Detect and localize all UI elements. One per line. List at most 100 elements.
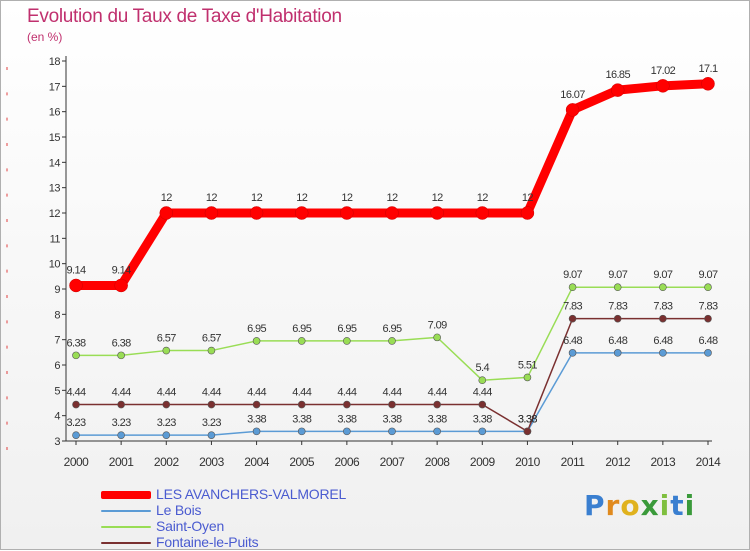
data-point [117,400,125,409]
x-tick-label: 2002 [154,455,180,469]
data-point [433,333,441,342]
data-point [388,400,396,409]
data-point [610,83,625,97]
data-label: 6.95 [292,323,311,335]
x-tick-label: 2011 [561,455,586,469]
data-point [656,79,670,93]
data-label: 16.07 [560,89,585,101]
data-label: 4.44 [292,387,311,399]
logo-letter: i [659,489,671,522]
legend-item: Le Bois [101,502,431,519]
data-label: 12 [386,192,398,204]
legend-item: Fontaine-le-Puits [101,534,431,551]
y-tick-label: 12 [49,208,61,220]
data-label: 3.38 [473,413,492,425]
data-point [701,77,715,91]
data-point [385,206,399,220]
y-tick-label: 4 [54,411,60,423]
y-tick-label: 13 [49,183,61,195]
y-tick-label: 7 [54,335,60,347]
data-point [117,431,125,439]
data-point [252,427,261,436]
y-tick-label: 9 [54,284,60,296]
data-label: 4.44 [157,387,176,399]
x-tick-label: 2001 [109,455,135,469]
data-label: 16.85 [605,69,630,81]
data-point [568,283,577,292]
x-tick-label: 2000 [64,455,90,469]
data-point [388,427,396,436]
data-point [704,314,712,323]
proxiti-logo: Proxiti [584,489,695,522]
data-point [613,314,622,323]
legend-item: LES AVANCHERS-VALMOREL [101,486,431,503]
data-label: 12 [296,192,308,204]
data-point [72,351,80,360]
data-label: 6.38 [66,337,85,349]
data-label: 3.38 [518,413,537,425]
x-tick-label: 2005 [289,455,315,469]
data-label: 12 [522,192,534,204]
x-tick-label: 2009 [470,455,496,469]
data-point [659,349,667,357]
data-point [520,206,535,220]
data-label: 9.07 [563,269,582,281]
data-point [523,373,532,382]
data-label: 6.48 [563,335,582,347]
data-point [475,206,490,220]
x-tick-label: 2004 [244,455,270,469]
data-label: 4.44 [473,387,492,399]
data-point [117,351,125,360]
data-label: 12 [161,192,173,204]
data-point [114,278,128,293]
data-point [249,206,264,220]
chart-title: Evolution du Taux de Taxe d'Habitation [27,6,342,27]
data-point [207,431,216,439]
data-label: 7.83 [563,301,582,313]
data-label: 9.07 [653,269,672,281]
data-label: 7.83 [698,301,717,313]
data-point [523,427,532,436]
data-point [72,400,80,409]
data-label: 3.38 [428,413,447,425]
data-point [252,400,261,409]
data-point [294,206,309,220]
data-point [613,283,622,292]
legend-label: LES AVANCHERS-VALMOREL [156,486,347,502]
x-tick-label: 2008 [425,455,451,469]
data-point [659,283,667,292]
data-point [430,206,444,220]
legend-label: Le Bois [156,502,202,518]
data-label: 7.83 [608,301,627,313]
y-tick-label: 15 [49,132,61,144]
data-point [252,337,261,345]
data-label: 6.95 [382,323,401,335]
data-point [433,427,441,436]
legend-swatch [101,542,151,544]
data-label: 9.14 [112,264,131,276]
data-label: 4.44 [202,387,221,399]
legend-swatch [101,491,151,499]
data-label: 3.23 [112,417,131,429]
data-point [568,349,577,357]
series-line-0 [71,79,713,290]
data-label: 12 [341,192,353,204]
y-tick-label: 16 [49,107,61,119]
data-label: 3.38 [292,413,311,425]
data-label: 5.51 [518,359,537,371]
data-label: 12 [251,192,263,204]
data-point [388,337,396,345]
data-point [72,431,80,439]
y-tick-label: 17 [49,81,61,93]
data-label: 6.95 [247,323,266,335]
data-label: 12 [206,192,218,204]
logo-letter: P [584,489,606,522]
data-point [297,337,306,345]
data-label: 6.57 [202,333,221,345]
data-label: 9.07 [698,269,717,281]
data-point [613,349,622,357]
data-label: 3.23 [66,417,85,429]
data-label: 7.09 [428,319,447,331]
data-point [478,427,487,436]
